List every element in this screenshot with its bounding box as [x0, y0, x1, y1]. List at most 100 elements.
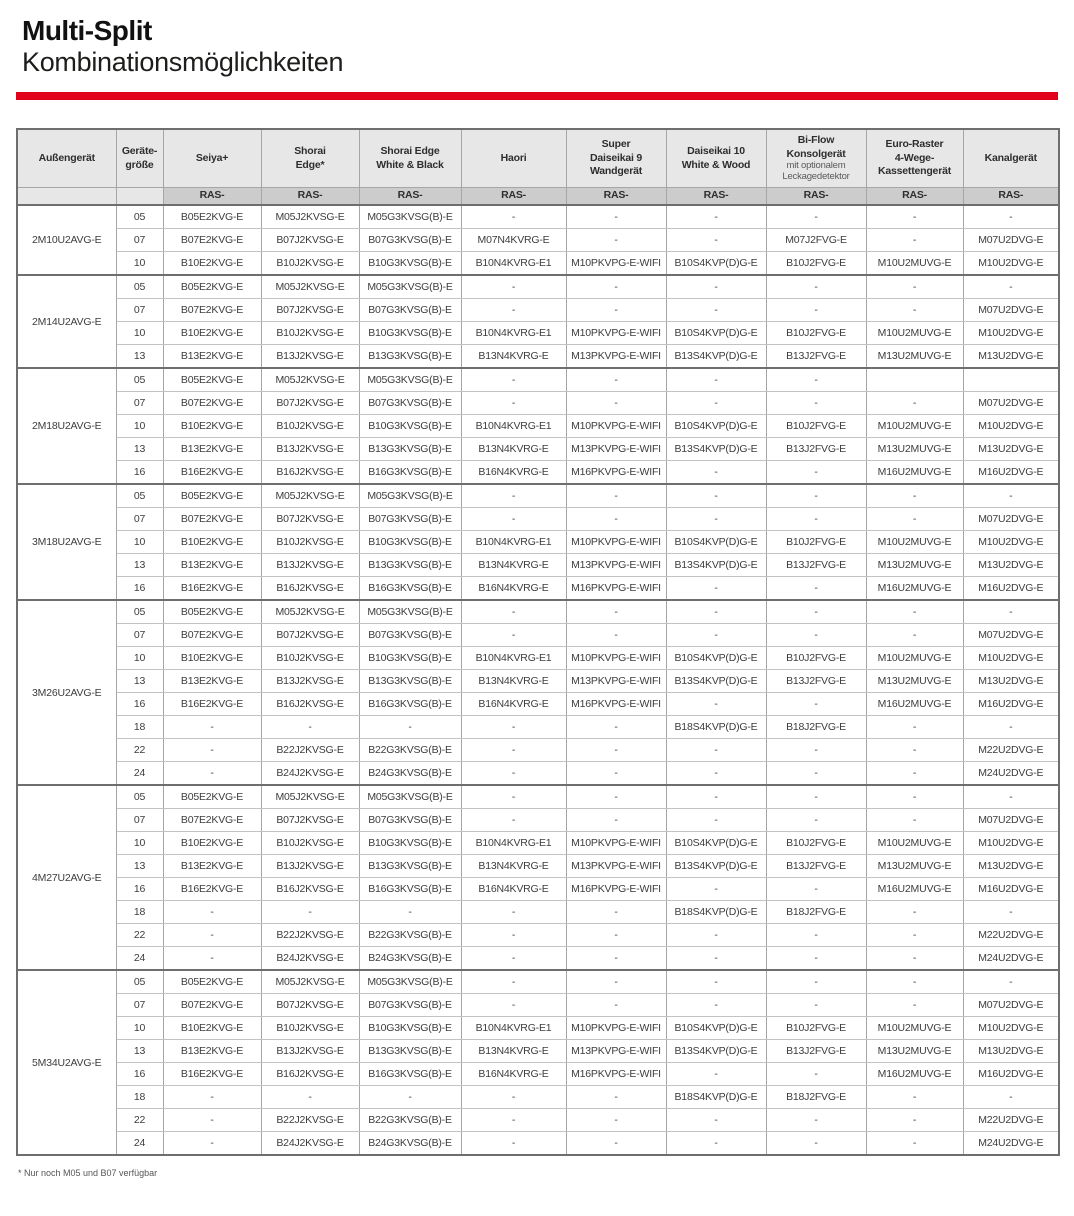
model-cell: B13N4KVRG-E — [460, 553, 567, 578]
model-cell: - — [865, 274, 964, 300]
model-cell: B16J2KVSG-E — [260, 576, 360, 601]
model-cell: - — [765, 576, 867, 601]
table-row: 07 B07E2KVG-E B07J2KVSG-E B07G3KVSG(B)-E - - -… — [17, 391, 1060, 416]
col-header-shorai-edge: Shorai Edge* — [260, 128, 360, 189]
model-cell: B10S4KVP(D)G-E — [665, 414, 767, 439]
size-cell: 24 — [115, 1131, 164, 1156]
model-cell: - — [865, 808, 964, 833]
model-cell: M16U2MUVG-E — [865, 460, 964, 485]
model-cell: M16PKVPG-E-WIFI — [565, 1062, 667, 1087]
model-cell: B10S4KVP(D)G-E — [665, 1016, 767, 1041]
model-cell: B13J2KVSG-E — [260, 669, 360, 694]
model-cell: M05J2KVSG-E — [260, 784, 360, 810]
model-cell: - — [865, 738, 964, 763]
model-cell: B13J2KVSG-E — [260, 854, 360, 879]
model-cell: B10G3KVSG(B)-E — [358, 251, 462, 276]
size-cell: 05 — [115, 204, 164, 230]
model-cell: B10J2KVSG-E — [260, 1016, 360, 1041]
model-cell: B10E2KVG-E — [162, 414, 262, 439]
outdoor-unit-group: 2M18U2AVG-E 05 B05E2KVG-E M05J2KVSG-E M05G3K… — [16, 367, 1060, 485]
model-cell: B07E2KVG-E — [162, 391, 262, 416]
model-cell: B13N4KVRG-E — [460, 854, 567, 879]
model-cell: B10N4KVRG-E1 — [460, 414, 567, 439]
model-cell: B10J2FVG-E — [765, 414, 867, 439]
col-header-kanalgeraet: Kanalgerät — [962, 128, 1060, 189]
model-cell: - — [460, 946, 567, 971]
model-cell: M07U2DVG-E — [962, 391, 1060, 416]
col-header-super-daiseikai-9: Super Daiseikai 9 Wandgerät — [565, 128, 667, 189]
model-cell: - — [765, 1108, 867, 1133]
model-cell: M07U2DVG-E — [962, 507, 1060, 532]
model-cell: - — [162, 1085, 262, 1110]
model-cell: B10J2KVSG-E — [260, 321, 360, 346]
model-cell: B10N4KVRG-E1 — [460, 321, 567, 346]
size-cell: 22 — [115, 738, 164, 763]
model-cell: M10U2DVG-E — [962, 414, 1060, 439]
size-cell: 13 — [115, 437, 164, 462]
model-cell: B10G3KVSG(B)-E — [358, 414, 462, 439]
model-cell: B13J2KVSG-E — [260, 1039, 360, 1064]
model-cell: M05G3KVSG(B)-E — [358, 483, 462, 509]
model-cell: - — [665, 576, 767, 601]
model-cell: - — [460, 507, 567, 532]
model-cell: B07G3KVSG(B)-E — [358, 228, 462, 253]
model-cell: - — [260, 715, 360, 740]
model-cell: - — [460, 761, 567, 786]
model-cell: B10N4KVRG-E1 — [460, 1016, 567, 1041]
model-cell: - — [565, 204, 667, 230]
model-cell: - — [565, 507, 667, 532]
model-cell: M13U2MUVG-E — [865, 344, 964, 369]
size-cell: 10 — [115, 530, 164, 555]
model-cell: M10PKVPG-E-WIFI — [565, 251, 667, 276]
size-cell: 13 — [115, 669, 164, 694]
model-cell: B10S4KVP(D)G-E — [665, 530, 767, 555]
model-cell: - — [260, 900, 360, 925]
model-cell: M16PKVPG-E-WIFI — [565, 460, 667, 485]
model-cell: - — [865, 1131, 964, 1156]
model-cell: B10N4KVRG-E1 — [460, 646, 567, 671]
model-cell: - — [665, 1062, 767, 1087]
model-cell: - — [765, 692, 867, 717]
table-row: 16 B16E2KVG-E B16J2KVSG-E B16G3KVSG(B)-E B16… — [17, 460, 1060, 485]
page-header: Multi-Split Kombinationsmöglichkeiten — [16, 16, 1058, 101]
model-cell: - — [565, 808, 667, 833]
ras-prefix-cell: RAS- — [665, 187, 767, 206]
model-cell: - — [765, 460, 867, 485]
table-row: 13 B13E2KVG-E B13J2KVSG-E B13G3KVSG(B)-E B13… — [17, 854, 1060, 879]
model-cell: B07J2KVSG-E — [260, 808, 360, 833]
table-row: 07 B07E2KVG-E B07J2KVSG-E B07G3KVSG(B)-E M07… — [17, 228, 1060, 253]
model-cell: B10E2KVG-E — [162, 646, 262, 671]
model-cell: B13J2KVSG-E — [260, 553, 360, 578]
model-cell: B10N4KVRG-E1 — [460, 251, 567, 276]
model-cell: - — [460, 993, 567, 1018]
model-cell: M13U2DVG-E — [962, 854, 1060, 879]
model-cell: B10S4KVP(D)G-E — [665, 646, 767, 671]
model-cell: - — [665, 784, 767, 810]
model-cell: - — [665, 1108, 767, 1133]
model-cell — [962, 367, 1060, 393]
model-cell: B13S4KVP(D)G-E — [665, 854, 767, 879]
outdoor-unit-group: 3M18U2AVG-E 05 B05E2KVG-E M05J2KVSG-E M05G3K… — [16, 483, 1060, 601]
model-cell: - — [665, 228, 767, 253]
model-cell: M05J2KVSG-E — [260, 367, 360, 393]
model-cell: - — [460, 1108, 567, 1133]
size-cell: 22 — [115, 1108, 164, 1133]
model-cell: B13J2FVG-E — [765, 669, 867, 694]
model-cell: - — [765, 1131, 867, 1156]
model-cell: B10G3KVSG(B)-E — [358, 321, 462, 346]
model-cell: - — [565, 391, 667, 416]
model-cell: - — [665, 367, 767, 393]
model-cell: B05E2KVG-E — [162, 483, 262, 509]
outdoor-unit-cell: 2M14U2AVG-E — [16, 274, 117, 369]
model-cell: M13U2MUVG-E — [865, 437, 964, 462]
model-cell: B10E2KVG-E — [162, 1016, 262, 1041]
size-cell: 10 — [115, 251, 164, 276]
model-cell: B16J2KVSG-E — [260, 692, 360, 717]
model-cell: B07E2KVG-E — [162, 507, 262, 532]
model-cell: B13S4KVP(D)G-E — [665, 344, 767, 369]
model-cell: B13E2KVG-E — [162, 437, 262, 462]
col-header-seiya: Seiya+ — [162, 128, 262, 189]
table-row: 10 B10E2KVG-E B10J2KVSG-E B10G3KVSG(B)-E B10… — [17, 1016, 1060, 1041]
model-cell: B13G3KVSG(B)-E — [358, 553, 462, 578]
model-cell: B13E2KVG-E — [162, 1039, 262, 1064]
